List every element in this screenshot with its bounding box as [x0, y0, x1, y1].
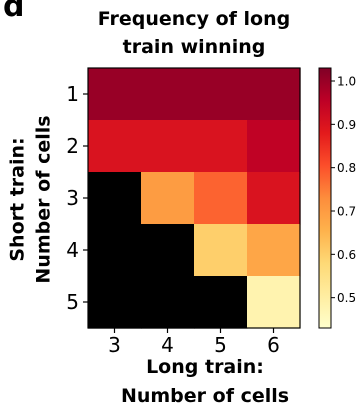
- panel-label: d: [3, 0, 25, 24]
- heatmap-cell-r4-c1: [88, 224, 142, 277]
- heatmap-cell-r2-c4: [247, 120, 301, 173]
- y-tick-label-4: 4: [66, 238, 79, 262]
- y-tick-label-3: 3: [66, 186, 79, 210]
- colorbar-tick-label-0.7: 0.7: [337, 205, 356, 219]
- colorbar-tick-label-0.6: 0.6: [337, 248, 356, 262]
- heatmap-cell-r1-c3: [194, 68, 248, 121]
- heatmap-cell-r2-c2: [141, 120, 195, 173]
- x-tick-label-5: 5: [214, 333, 227, 357]
- colorbar: [318, 67, 332, 329]
- heatmap-cell-r3-c3: [194, 172, 248, 225]
- colorbar-tick-label-0.5: 0.5: [337, 291, 356, 305]
- heatmap-cell-r5-c1: [88, 276, 142, 329]
- y-tick-label-2: 2: [66, 134, 79, 158]
- colorbar-tick-label-1.0: 1.0: [337, 75, 356, 89]
- heatmap-cell-r3-c2: [141, 172, 195, 225]
- heatmap-cell-r5-c3: [194, 276, 248, 329]
- heatmap-cells: [88, 68, 301, 329]
- heatmap-cell-r4-c4: [247, 224, 301, 277]
- heatmap-cell-r2-c3: [194, 120, 248, 173]
- x-tick-label-4: 4: [161, 333, 174, 357]
- heatmap-cell-r3-c4: [247, 172, 301, 225]
- colorbar-tick-label-0.8: 0.8: [337, 161, 356, 175]
- heatmap-cell-r1-c2: [141, 68, 195, 121]
- chart-title-line-1: Frequency of long: [97, 8, 291, 30]
- heatmap-cell-r1-c1: [88, 68, 142, 121]
- heatmap-cell-r4-c2: [141, 224, 195, 277]
- heatmap-cell-r3-c1: [88, 172, 142, 225]
- y-tick-label-5: 5: [66, 290, 79, 314]
- heatmap-cell-r4-c3: [194, 224, 248, 277]
- heatmap-cell-r2-c1: [88, 120, 142, 173]
- x-tick-label-3: 3: [108, 333, 121, 357]
- x-axis-label-line-2: Number of cells: [120, 385, 290, 407]
- heatmap-cell-r5-c2: [141, 276, 195, 329]
- colorbar-tick-label-0.9: 0.9: [337, 118, 356, 132]
- x-axis-label-line-1: Long train:: [146, 356, 264, 378]
- heatmap-cell-r1-c4: [247, 68, 301, 121]
- y-tick-label-1: 1: [66, 82, 79, 106]
- x-tick-label-6: 6: [267, 333, 280, 357]
- heatmap-cell-r5-c4: [247, 276, 301, 329]
- chart-title-line-2: train winning: [122, 36, 266, 58]
